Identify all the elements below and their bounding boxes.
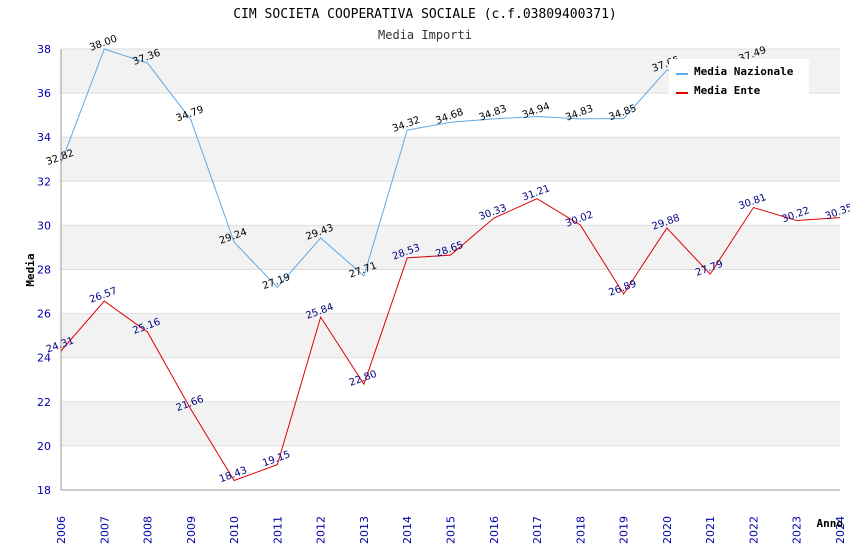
grid-band: [61, 225, 840, 270]
y-tick-label: 28: [37, 264, 51, 277]
y-tick-label: 36: [37, 87, 51, 100]
x-tick-label: 2008: [142, 516, 155, 544]
series-line-media-nazionale: [60, 48, 754, 289]
grid-band: [61, 181, 840, 226]
chart-subtitle: Media Importi: [378, 28, 472, 42]
x-tick-label: 2022: [747, 516, 760, 544]
y-tick-label: 26: [37, 308, 51, 321]
series-line-media-ente: [60, 198, 841, 482]
legend-entry: Media Ente: [694, 84, 761, 97]
x-tick-label: 2012: [315, 516, 328, 544]
axes: [60, 49, 840, 491]
x-tick-label: 2006: [55, 516, 68, 544]
x-axis-label: Anno: [817, 517, 844, 530]
x-tick-label: 2010: [228, 516, 241, 544]
grid-bands: [61, 49, 840, 490]
y-tick-label: 24: [37, 352, 51, 365]
grid-band: [61, 313, 840, 358]
x-tick-label: 2017: [531, 516, 544, 544]
y-axis-label: Media: [24, 253, 37, 286]
legend-box: [669, 59, 809, 97]
chart-title: CIM SOCIETA COOPERATIVA SOCIALE (c.f.038…: [233, 7, 617, 22]
grid-band: [61, 269, 840, 314]
grid-band: [61, 357, 840, 402]
legend-entry: Media Nazionale: [694, 65, 794, 78]
y-tick-label: 18: [37, 484, 51, 497]
x-tick-label: 2024: [834, 516, 847, 544]
x-tick-label: 2013: [358, 516, 371, 544]
x-tick-label: 2019: [618, 516, 631, 544]
y-tick-label: 30: [37, 219, 51, 232]
x-tick-label: 2015: [445, 516, 458, 544]
y-tick-label: 20: [37, 440, 51, 453]
y-tick-label: 22: [37, 396, 51, 409]
grid-band: [61, 445, 840, 490]
legend: Media Nazionale Media Ente: [669, 59, 809, 97]
x-axis-ticks: 2006 2007 2008 2009 2010 2011 2012 2013 2014 2015…: [55, 516, 847, 544]
x-tick-label: 2023: [791, 516, 804, 544]
grid-band: [61, 137, 840, 182]
x-tick-label: 2014: [401, 516, 414, 544]
x-tick-label: 2007: [98, 516, 111, 544]
x-tick-label: 2011: [271, 516, 284, 544]
y-tick-label: 34: [37, 131, 51, 144]
series-lines: [60, 48, 841, 482]
grid-band: [61, 93, 840, 138]
x-tick-label: 2021: [704, 516, 717, 544]
x-tick-label: 2016: [488, 516, 501, 544]
y-tick-label: 38: [37, 43, 51, 56]
x-tick-label: 2018: [574, 516, 587, 544]
x-tick-label: 2020: [661, 516, 674, 544]
y-axis-ticks: 18 20 22 24 26 28 30 32 34 36 38: [37, 43, 51, 497]
x-tick-label: 2009: [185, 516, 198, 544]
y-tick-label: 32: [37, 175, 51, 188]
